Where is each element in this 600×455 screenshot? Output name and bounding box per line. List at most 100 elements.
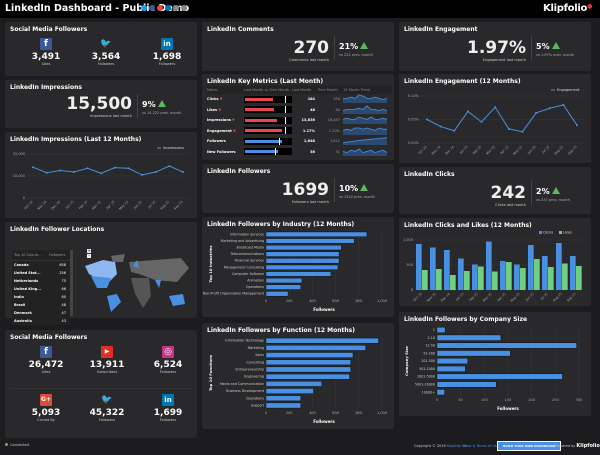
y-tick-label: Non-Profit Organization Management [203,292,265,296]
column-header: Metric [207,88,218,92]
bar [265,337,379,344]
social-stat: G+ 5,093 Circled By [16,394,76,422]
column-header: Last Month [292,88,312,92]
panel-title: LinkedIn Followers by Function (12 Month… [207,327,355,334]
likes-bar [436,269,442,290]
stat-value: 13,911 [89,360,125,370]
clicks-bar [570,256,576,290]
company-link[interactable]: Klipfolio Inc. [446,444,469,448]
likes-bar [450,275,456,290]
impressions-kpi: 15,500 Impressions last month [66,94,132,118]
y-axis-title: Company Size [404,346,409,376]
y-tick-label: Operations [246,285,264,289]
location-row[interactable]: United King... 66 [12,285,70,293]
data-point [576,124,578,127]
table-scrollbar[interactable] [70,250,73,316]
country: Denmark [14,310,32,315]
likes-bar [464,271,470,290]
stat-label: Circled By [37,418,55,422]
prev-marker [274,148,276,156]
metric-row: New Followers 36 31 [207,147,392,158]
location-row[interactable]: Canada 658 [12,261,70,269]
google-plus-icon: G+ [40,394,52,406]
x-tick-label: 250 [552,398,559,402]
clicks-bar [556,243,562,290]
facebook-share-icon[interactable] [149,5,155,11]
map-region-canada[interactable] [85,260,117,282]
sparkline [343,147,390,157]
location-row[interactable]: Denmark 47 [12,309,70,317]
sparkline [343,105,390,115]
follower-count: 66 [61,286,66,291]
comparison-bar [244,116,292,124]
x-tick-label: Oct 14 [23,200,33,210]
kpi-value: 1699 [281,180,329,200]
social-stat: f 26,472 Likes [16,346,76,374]
follower-count: 75 [61,278,66,283]
x-tick-label: 0 [265,299,267,303]
world-map[interactable] [81,252,195,314]
connection-status: Connected [5,443,29,447]
map-zoom-in-button[interactable]: + [87,248,91,253]
y-tick-label: Information Services [230,232,264,236]
map-region-usa[interactable] [91,276,111,288]
country: Canada [14,262,29,267]
google-plus-share-icon[interactable] [157,5,163,11]
bar-fill [245,108,274,112]
x-tick-label: Jul 15 [147,200,157,210]
follower-count: 658 [59,262,66,267]
build-dashboard-button[interactable]: BUILD YOUR OWN DASHBOARD [497,441,562,451]
social-stat: ◎ 6,524 Followers [138,346,198,374]
x-tick-label: Dec 14 [440,292,451,303]
x-tick-label: 200 [286,299,293,303]
terms-link[interactable]: Trust & Terms of Use [463,444,499,448]
stat-label: Likes [41,62,51,66]
metric-row: Engagement ▼ 1.17% 1.20% [207,126,392,137]
map-region-australia[interactable] [169,294,185,306]
comparison-bar [244,127,292,135]
data-point [127,167,130,170]
last-month-value: 36 [310,149,315,154]
impressions-line-chart: 0 10,000 20,000 Oct 14 Nov 14 Dec 14 Jan 15 Feb… [13,146,189,211]
down-arrow-icon: ▼ [218,107,222,112]
metric-name: Followers [207,139,226,144]
stat-value: 1,699 [153,408,183,418]
y-tick-label: Sales [255,353,264,357]
y-tick-label: 0 [23,196,25,200]
x-tick-label: 1,000 [377,411,387,415]
y-tick-label: 501-1000 [419,367,435,371]
bar-fill [245,129,282,133]
status-dot-icon [5,443,8,446]
x-axis-title: Followers [497,406,519,411]
bar [265,264,339,270]
location-row[interactable]: Australia 43 [12,317,70,325]
email-share-icon[interactable] [173,5,179,11]
up-arrow-icon [360,184,369,191]
x-tick-label: Jun 15 [524,292,535,303]
bar [436,326,446,333]
prev-marker [285,106,286,114]
map-region-south-america[interactable] [107,294,121,312]
bar-fill [245,139,282,143]
location-row[interactable]: United Stat... 256 [12,269,70,277]
company-size-panel: LinkedIn Followers by Company Size 0 50 10… [399,312,591,416]
bar [436,358,468,365]
map-region-india[interactable] [155,280,161,288]
clicks-bar [500,261,506,290]
linkedin-share-icon[interactable] [165,5,171,11]
map-zoom-out-button[interactable]: - [87,253,91,258]
bar [265,251,340,257]
location-row[interactable]: Netherlands 75 [12,277,70,285]
x-tick-label: Dec 14 [50,200,61,211]
map-region-europe[interactable] [133,260,139,268]
x-tick-label: 0 [265,411,267,415]
data-point [548,107,551,110]
prev-month-value: 250 [333,97,340,102]
social-stat: 🐦 45,322 Followers [77,394,137,422]
klipfolio-logo: Klipfolio● [543,3,592,14]
location-row[interactable]: India 60 [12,293,70,301]
location-row[interactable]: Brazil 48 [12,301,70,309]
link-share-icon[interactable] [181,5,187,11]
x-tick-label: Sep 15 [566,292,577,303]
twitter-share-icon[interactable] [141,5,147,11]
